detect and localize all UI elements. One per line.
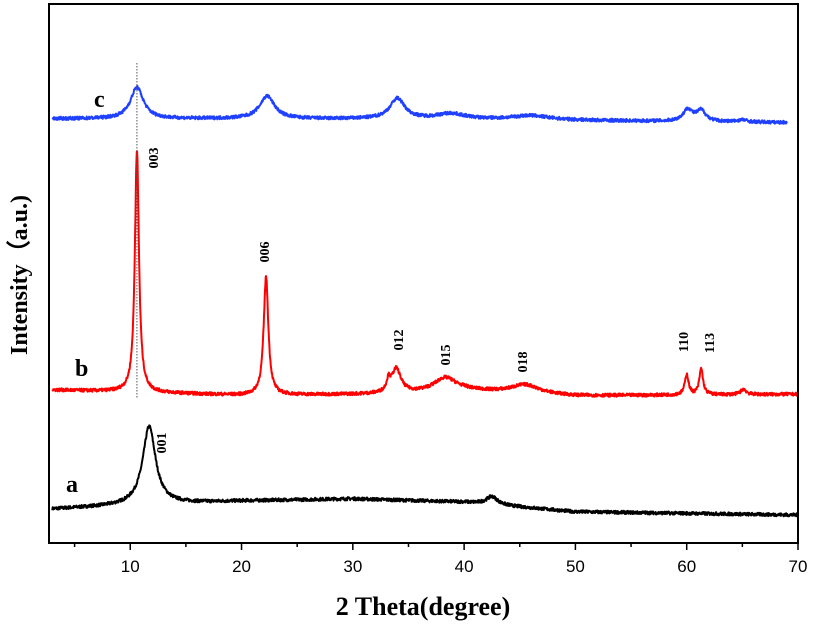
curve-labels: a b c <box>66 87 105 498</box>
x-tick-label: 30 <box>343 557 362 576</box>
y-axis-title: Intensity（a.u.) <box>6 195 33 355</box>
x-tick-label: 40 <box>455 557 474 576</box>
series-line-a <box>51 424 799 518</box>
peak-label-015: 015 <box>439 345 454 366</box>
x-axis-ticks <box>73 543 799 550</box>
series-label-c: c <box>94 87 105 113</box>
x-tick-label: 50 <box>566 557 585 576</box>
x-axis-title: 2 Theta(degree) <box>336 592 511 621</box>
peak-label-006: 006 <box>258 242 273 263</box>
peak-label-003: 003 <box>147 148 162 169</box>
curves <box>51 85 799 518</box>
series-line-c <box>51 85 788 125</box>
peak-label-018: 018 <box>516 352 531 373</box>
peak-label-001: 001 <box>155 433 170 454</box>
series-label-b: b <box>75 356 88 382</box>
peak-label-110: 110 <box>677 332 692 352</box>
x-axis-tick-labels: 10 20 30 40 50 60 70 <box>121 557 808 576</box>
peak-labels: 001 003 006 012 015 018 110 113 <box>147 148 718 454</box>
series-line-b <box>51 150 799 398</box>
peak-label-113: 113 <box>703 333 718 353</box>
x-tick-label: 20 <box>232 557 251 576</box>
x-tick-label: 10 <box>121 557 140 576</box>
series-label-a: a <box>66 472 78 498</box>
x-tick-label: 60 <box>677 557 696 576</box>
x-tick-label: 70 <box>789 557 808 576</box>
peak-label-012: 012 <box>392 330 407 351</box>
plot-frame <box>48 3 799 544</box>
